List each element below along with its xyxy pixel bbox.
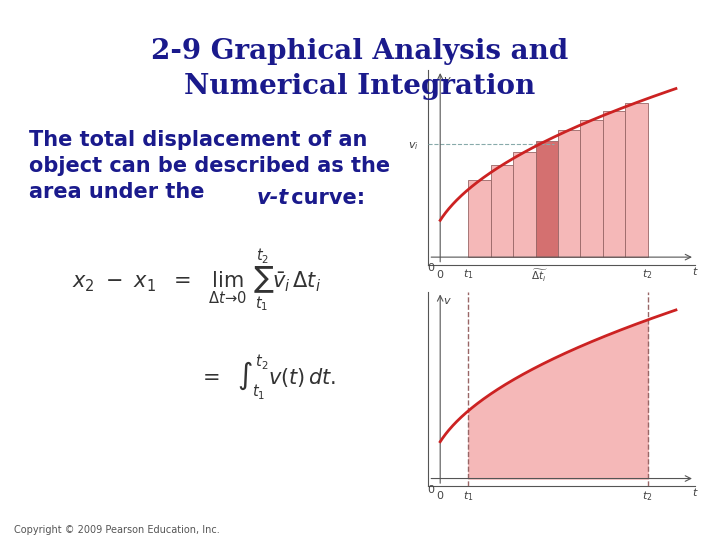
Bar <box>536 140 558 257</box>
Text: $t_2$: $t_2$ <box>642 268 653 281</box>
Text: Copyright © 2009 Pearson Education, Inc.: Copyright © 2009 Pearson Education, Inc. <box>14 524 220 535</box>
Text: $v$: $v$ <box>443 75 451 85</box>
Text: $t$: $t$ <box>693 486 699 498</box>
Text: 2-9 Graphical Analysis and: 2-9 Graphical Analysis and <box>151 38 569 65</box>
Text: $t$: $t$ <box>693 265 699 276</box>
Text: 0: 0 <box>427 484 434 495</box>
Text: $t_1$: $t_1$ <box>463 268 474 281</box>
Bar <box>513 152 536 257</box>
Text: Numerical Integration: Numerical Integration <box>184 73 536 100</box>
Bar <box>469 180 491 257</box>
Bar <box>491 165 513 257</box>
Bar <box>603 111 625 257</box>
Bar <box>558 130 580 257</box>
Bar <box>625 103 648 257</box>
Text: $t_1$: $t_1$ <box>463 489 474 503</box>
Text: v-t: v-t <box>257 188 289 208</box>
Bar <box>580 120 603 257</box>
Text: $t_2$: $t_2$ <box>642 489 653 503</box>
Text: $= \ \ \int_{t_1}^{t_2} v(t)\, dt.$: $= \ \ \int_{t_1}^{t_2} v(t)\, dt.$ <box>198 354 336 402</box>
Text: $v$: $v$ <box>443 296 451 306</box>
Text: The total displacement of an
object can be described as the
area under the: The total displacement of an object can … <box>29 130 390 202</box>
Text: $\widetilde{\Delta t_i}$: $\widetilde{\Delta t_i}$ <box>531 268 548 284</box>
Text: $0$: $0$ <box>436 268 444 280</box>
Text: curve:: curve: <box>284 188 366 208</box>
Text: $0$: $0$ <box>436 489 444 501</box>
Text: $x_2 \ - \ x_1 \ \ = \ \ \lim_{\Delta t \to 0} \ \sum_{t_1}^{t_2} \bar{v}_i \, \: $x_2 \ - \ x_1 \ \ = \ \ \lim_{\Delta t … <box>72 247 321 314</box>
Text: 0: 0 <box>427 263 434 273</box>
